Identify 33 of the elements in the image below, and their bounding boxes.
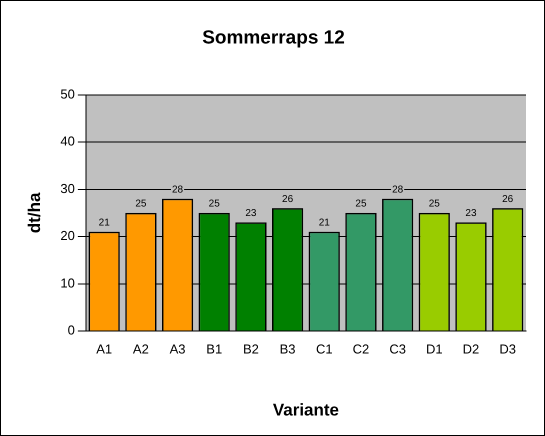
x-tick-label: B3 [280, 341, 296, 356]
y-tick-label: 30 [60, 180, 75, 196]
x-tick-label: D3 [499, 341, 516, 356]
x-tick-label: A2 [132, 341, 149, 356]
x-tick-label: C3 [389, 341, 406, 356]
data-label: 26 [502, 194, 514, 205]
x-tick-label: D1 [426, 341, 443, 356]
y-tick-label: 10 [60, 275, 75, 290]
data-label: 25 [208, 198, 220, 210]
data-label: 26 [282, 194, 294, 205]
x-tick-label: A1 [96, 341, 112, 356]
x-tick-label: B2 [242, 341, 259, 356]
x-axis-title: Variante [272, 400, 340, 420]
data-label: 28 [172, 184, 184, 196]
x-tick-label: A3 [170, 341, 186, 356]
data-label: 23 [465, 208, 477, 220]
y-tick-label: 50 [60, 86, 75, 102]
chart-title: Sommerraps 12 [202, 28, 345, 49]
data-label: 21 [98, 218, 110, 229]
y-tick-label: 0 [68, 322, 75, 338]
y-axis-title: dt/ha [24, 192, 44, 234]
y-tick-label: 20 [60, 228, 75, 244]
data-label: 25 [428, 198, 440, 210]
data-label: 21 [318, 218, 330, 229]
data-label: 28 [392, 184, 404, 196]
y-tick-label: 40 [60, 134, 75, 149]
x-tick-label: B1 [206, 341, 222, 356]
data-label: 25 [135, 198, 147, 210]
data-label: 25 [355, 198, 367, 210]
x-tick-label: C2 [352, 341, 370, 356]
data-label: 23 [245, 208, 257, 220]
x-tick-label: C1 [316, 341, 333, 356]
x-tick-label: D2 [462, 341, 480, 356]
